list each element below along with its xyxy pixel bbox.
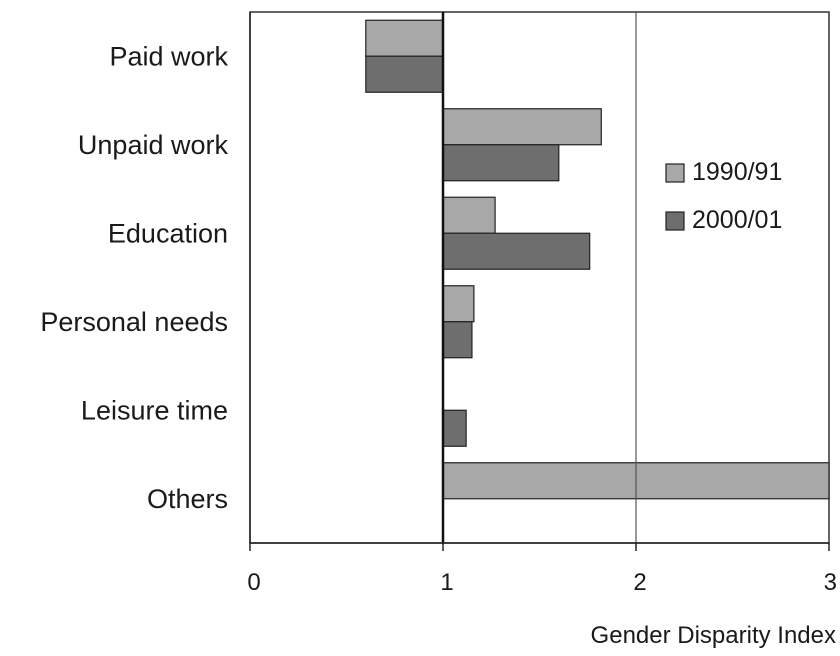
category-label: Personal needs <box>40 307 228 337</box>
category-label: Education <box>108 218 228 248</box>
legend-swatch-2000-01 <box>665 211 685 231</box>
category-label: Unpaid work <box>78 130 229 160</box>
x-tick-label: 0 <box>247 569 260 596</box>
x-tick-label: 1 <box>440 569 453 596</box>
bar-1990-91-education <box>442 196 496 234</box>
legend-swatch-1990-91 <box>665 163 685 183</box>
category-label: Paid work <box>109 41 228 71</box>
bar-1990-91-personal-needs <box>442 285 475 323</box>
x-tick-label: 2 <box>633 569 646 596</box>
bar-2000-01-education <box>442 232 591 270</box>
bar-1990-91-unpaid-work <box>442 108 602 146</box>
category-label: Others <box>147 484 228 514</box>
bar-2000-01-paid-work <box>365 55 444 93</box>
bar-2000-01-unpaid-work <box>442 144 560 182</box>
bar-2000-01-personal-needs <box>442 321 473 359</box>
x-axis-title: Gender Disparity Index <box>591 622 836 649</box>
x-tick-label: 3 <box>824 569 837 596</box>
legend-label: 1990/91 <box>692 158 782 186</box>
category-label: Leisure time <box>81 395 228 425</box>
legend-label: 2000/01 <box>692 206 782 234</box>
bar-2000-01-leisure-time <box>442 409 467 447</box>
bar-1990-91-paid-work <box>365 19 444 57</box>
